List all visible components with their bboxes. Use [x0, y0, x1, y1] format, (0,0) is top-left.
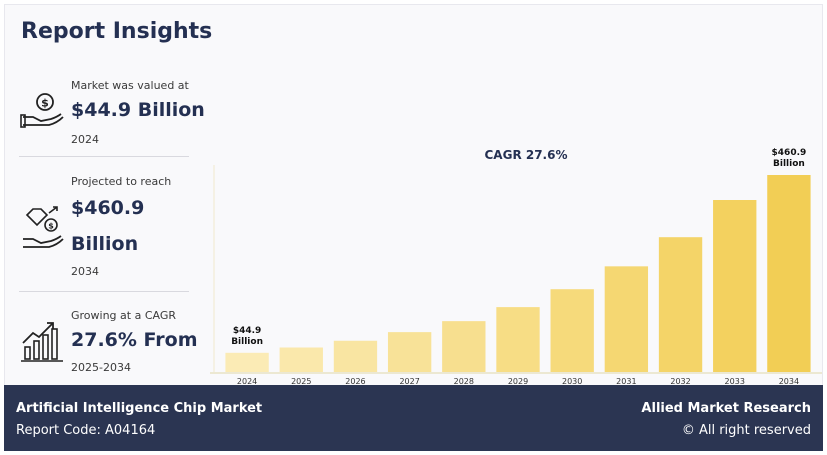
- bar-2028: [442, 321, 486, 372]
- diamond-growth-icon: $: [23, 206, 64, 248]
- report-title: Report Insights: [21, 19, 213, 44]
- data-label-unit-2024: Billion: [231, 337, 263, 347]
- x-tick-2024: 2024: [237, 377, 257, 386]
- bar-2030: [550, 289, 594, 372]
- x-tick-2033: 2033: [725, 377, 745, 386]
- bar-2032: [658, 237, 703, 372]
- stat-year-range: 2025-2034: [71, 361, 131, 374]
- bar-2027: [387, 332, 432, 372]
- bar-2034: [767, 175, 811, 372]
- bar-2033: [713, 200, 757, 372]
- money-hand-icon: $: [20, 93, 64, 128]
- chart-svg: CAGR 27.6% 2024 2025 2026 2027 2028 2029 2030 20…: [210, 148, 822, 386]
- stat-year: 2034: [71, 265, 99, 278]
- stat-value: 27.6% From: [71, 329, 198, 351]
- market-name: Artificial Intelligence Chip Market: [16, 401, 263, 416]
- svg-text:$: $: [41, 97, 49, 110]
- stat-cagr: Growing at a CAGR 27.6% From 2025-2034: [19, 299, 198, 379]
- growth-chart-icon: [21, 322, 63, 362]
- report-card: Report Insights $ Market was valued at $…: [4, 4, 823, 451]
- data-label-2034: $460.9: [772, 148, 807, 158]
- x-tick-2031: 2031: [616, 377, 636, 386]
- stat-label: Growing at a CAGR: [71, 309, 177, 322]
- x-tick-2029: 2029: [508, 377, 528, 386]
- x-tick-2030: 2030: [562, 377, 582, 386]
- x-tick-2034: 2034: [779, 377, 799, 386]
- x-tick-2025: 2025: [291, 377, 311, 386]
- footer-bar: Artificial Intelligence Chip Market Repo…: [4, 385, 823, 451]
- stat-label: Projected to reach: [71, 175, 172, 188]
- bar-2024: [225, 352, 269, 372]
- bar-2029: [496, 307, 540, 372]
- stat-projected-value: $ Projected to reach $460.9 Billion 2034: [19, 165, 189, 289]
- stat-year: 2024: [71, 133, 99, 146]
- x-tick-2032: 2032: [670, 377, 690, 386]
- svg-text:$: $: [48, 222, 54, 231]
- stat-value-line2: Billion: [71, 233, 139, 255]
- report-code: Report Code: A04164: [16, 423, 156, 438]
- stat-label: Market was valued at: [71, 79, 189, 92]
- x-tick-2028: 2028: [454, 377, 474, 386]
- stat-market-value: $ Market was valued at $44.9 Billion 202…: [19, 71, 205, 155]
- x-tick-2026: 2026: [345, 377, 365, 386]
- stat-value: $460.9: [71, 197, 145, 219]
- data-label-2024: $44.9: [233, 326, 261, 336]
- bar-2026: [333, 340, 378, 372]
- chart-title: CAGR 27.6%: [485, 148, 568, 162]
- bar-2031: [604, 266, 649, 372]
- x-tick-2027: 2027: [399, 377, 419, 386]
- stat-value: $44.9 Billion: [71, 99, 205, 121]
- divider: [19, 156, 189, 157]
- company-name: Allied Market Research: [641, 401, 811, 416]
- copyright: © All right reserved: [681, 423, 811, 438]
- data-label-unit-2034: Billion: [773, 159, 805, 169]
- bar-2025: [279, 347, 323, 372]
- bar-chart: CAGR 27.6% 2024 2025 2026 2027 2028 2029 2030 20…: [210, 135, 822, 387]
- divider: [19, 291, 189, 292]
